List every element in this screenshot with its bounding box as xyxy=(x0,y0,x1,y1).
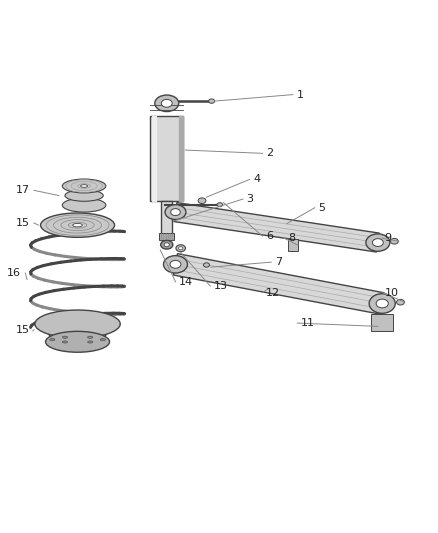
Ellipse shape xyxy=(62,336,67,338)
Ellipse shape xyxy=(161,99,172,107)
Text: 17: 17 xyxy=(16,185,30,195)
Text: 4: 4 xyxy=(253,174,260,184)
Text: 14: 14 xyxy=(179,277,193,287)
Polygon shape xyxy=(371,314,393,330)
Polygon shape xyxy=(174,203,379,252)
Ellipse shape xyxy=(81,184,88,187)
Text: 10: 10 xyxy=(385,288,399,297)
Ellipse shape xyxy=(372,239,383,246)
Ellipse shape xyxy=(203,263,209,267)
Ellipse shape xyxy=(396,300,404,305)
Polygon shape xyxy=(159,232,174,240)
Ellipse shape xyxy=(179,247,183,250)
Ellipse shape xyxy=(376,299,389,308)
Text: 15: 15 xyxy=(16,325,30,335)
Ellipse shape xyxy=(155,95,179,111)
Text: 1: 1 xyxy=(297,90,304,100)
Text: 9: 9 xyxy=(385,233,392,243)
Ellipse shape xyxy=(366,234,390,251)
Ellipse shape xyxy=(208,99,215,103)
Polygon shape xyxy=(173,254,384,314)
Ellipse shape xyxy=(161,240,173,249)
Text: 16: 16 xyxy=(7,268,21,278)
Polygon shape xyxy=(150,116,184,201)
Polygon shape xyxy=(179,116,184,201)
Ellipse shape xyxy=(88,341,93,343)
Ellipse shape xyxy=(198,198,206,204)
Ellipse shape xyxy=(49,338,55,341)
Ellipse shape xyxy=(62,179,106,193)
Ellipse shape xyxy=(369,294,395,313)
Text: 11: 11 xyxy=(301,318,315,328)
Text: 2: 2 xyxy=(266,148,273,158)
Ellipse shape xyxy=(176,245,185,252)
Ellipse shape xyxy=(65,190,103,201)
Ellipse shape xyxy=(171,208,180,215)
Polygon shape xyxy=(152,116,156,201)
Text: 13: 13 xyxy=(214,281,228,291)
Ellipse shape xyxy=(62,198,106,212)
Polygon shape xyxy=(161,201,173,240)
Polygon shape xyxy=(41,324,114,342)
Ellipse shape xyxy=(100,338,106,341)
Text: 8: 8 xyxy=(288,233,295,243)
Ellipse shape xyxy=(391,238,398,244)
Ellipse shape xyxy=(165,205,186,220)
Ellipse shape xyxy=(163,256,187,273)
Ellipse shape xyxy=(73,223,82,227)
Polygon shape xyxy=(288,239,298,252)
Ellipse shape xyxy=(170,261,181,268)
Ellipse shape xyxy=(88,336,93,338)
Ellipse shape xyxy=(41,213,115,237)
Text: 6: 6 xyxy=(266,231,273,241)
Ellipse shape xyxy=(46,332,110,352)
Text: 12: 12 xyxy=(266,288,280,297)
Ellipse shape xyxy=(35,310,120,338)
Text: 3: 3 xyxy=(247,194,254,204)
Ellipse shape xyxy=(62,341,67,343)
Text: 15: 15 xyxy=(16,218,30,228)
Ellipse shape xyxy=(217,203,223,207)
Ellipse shape xyxy=(164,243,170,247)
Text: 5: 5 xyxy=(318,203,325,213)
Text: 7: 7 xyxy=(275,257,282,267)
